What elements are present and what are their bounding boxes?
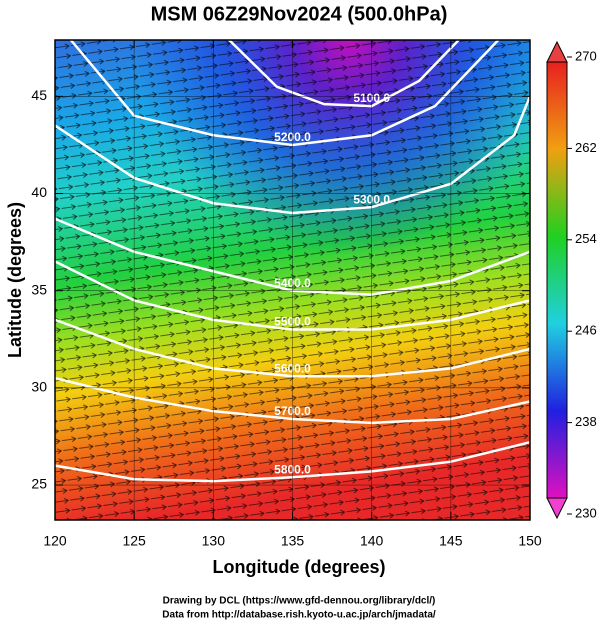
x-tick-label: 120 bbox=[43, 533, 67, 549]
colorbar-tick-label: 254 bbox=[575, 231, 597, 246]
x-tick-label: 145 bbox=[439, 533, 463, 549]
x-tick-label: 130 bbox=[202, 533, 226, 549]
contour-line bbox=[228, 40, 460, 108]
y-tick-label: 35 bbox=[31, 281, 47, 297]
title: MSM 06Z29Nov2024 (500.0hPa) bbox=[151, 3, 448, 25]
colorbar-extend-bottom bbox=[546, 497, 568, 520]
x-tick-label: 125 bbox=[122, 533, 146, 549]
colorbar-tick-label: 246 bbox=[575, 323, 597, 338]
x-tick-label: 135 bbox=[281, 533, 305, 549]
colorbar-tick-label: 270 bbox=[575, 48, 597, 63]
y-tick-label: 40 bbox=[31, 184, 47, 200]
y-tick-label: 30 bbox=[31, 379, 47, 395]
y-tick-label: 45 bbox=[31, 87, 47, 103]
x-tick-label: 150 bbox=[518, 533, 542, 549]
contour-line bbox=[55, 95, 530, 215]
credit: Drawing by DCL (https://www.gfd-dennou.o… bbox=[163, 596, 436, 607]
y-tick-label: 25 bbox=[31, 476, 47, 492]
plot-area: 5100.05200.05300.05400.05500.05600.05700… bbox=[55, 40, 530, 520]
colorbar bbox=[546, 61, 568, 499]
y-axis-label: Latitude (degrees) bbox=[5, 202, 25, 358]
x-axis-label: Longitude (degrees) bbox=[212, 557, 385, 577]
colorbar-extend-top bbox=[546, 40, 568, 63]
colorbar-tick-label: 230 bbox=[575, 505, 597, 520]
colorbar-tick-label: 262 bbox=[575, 140, 597, 155]
x-tick-label: 140 bbox=[360, 533, 384, 549]
credit: Data from http://database.rish.kyoto-u.a… bbox=[162, 610, 436, 621]
colorbar-tick-label: 238 bbox=[575, 414, 597, 429]
